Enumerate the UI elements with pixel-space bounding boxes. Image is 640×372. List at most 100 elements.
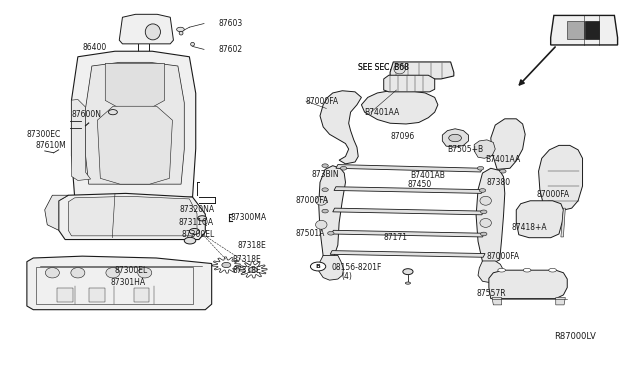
Text: 873BIN: 873BIN <box>312 170 339 179</box>
Polygon shape <box>72 51 196 199</box>
Polygon shape <box>550 15 618 45</box>
Text: 87418+A: 87418+A <box>511 223 547 232</box>
Circle shape <box>403 269 413 275</box>
Ellipse shape <box>45 267 60 278</box>
Polygon shape <box>319 166 346 258</box>
Polygon shape <box>332 230 484 237</box>
Ellipse shape <box>524 268 531 272</box>
Text: 87318E: 87318E <box>237 241 266 250</box>
Text: 87301HA: 87301HA <box>111 278 146 287</box>
Polygon shape <box>58 288 73 302</box>
Polygon shape <box>556 298 565 305</box>
Text: 87300EL: 87300EL <box>181 230 214 239</box>
Circle shape <box>322 164 328 167</box>
Text: 87450: 87450 <box>408 180 432 189</box>
Polygon shape <box>97 106 172 184</box>
Text: 87610M: 87610M <box>35 141 66 150</box>
Ellipse shape <box>480 218 492 227</box>
Circle shape <box>481 210 487 214</box>
Ellipse shape <box>191 42 195 46</box>
Polygon shape <box>539 145 582 211</box>
Circle shape <box>481 232 487 236</box>
Text: B7401AA: B7401AA <box>365 108 400 117</box>
Text: (4): (4) <box>341 272 352 281</box>
Polygon shape <box>27 256 212 310</box>
Polygon shape <box>239 262 267 278</box>
Ellipse shape <box>71 267 85 278</box>
Ellipse shape <box>548 268 556 272</box>
Text: B7401AA: B7401AA <box>486 155 521 164</box>
Text: 87300EC: 87300EC <box>27 130 61 139</box>
Polygon shape <box>474 140 495 158</box>
Polygon shape <box>86 62 184 184</box>
Circle shape <box>189 228 200 234</box>
Text: B7401AB: B7401AB <box>410 171 445 180</box>
Polygon shape <box>330 251 485 257</box>
Polygon shape <box>442 129 468 147</box>
Circle shape <box>248 267 257 272</box>
Text: 87000FA: 87000FA <box>487 252 520 262</box>
Ellipse shape <box>498 268 506 272</box>
Circle shape <box>477 166 484 170</box>
Text: 87300MA: 87300MA <box>231 213 267 222</box>
Polygon shape <box>489 270 567 299</box>
Text: 87320NA: 87320NA <box>180 205 215 215</box>
Text: 87380: 87380 <box>487 178 511 187</box>
Polygon shape <box>492 298 502 305</box>
Text: 87300EL: 87300EL <box>115 266 148 275</box>
Polygon shape <box>119 14 173 44</box>
Circle shape <box>222 262 231 267</box>
Text: 87000FA: 87000FA <box>306 97 339 106</box>
Polygon shape <box>384 75 435 92</box>
Text: 87000FA: 87000FA <box>537 190 570 199</box>
Text: R87000LV: R87000LV <box>554 332 596 341</box>
Text: 87096: 87096 <box>390 132 414 141</box>
Circle shape <box>198 216 207 221</box>
Text: SEE SEC. B68: SEE SEC. B68 <box>358 63 409 72</box>
Text: SEE SEC. B68: SEE SEC. B68 <box>358 63 409 72</box>
Text: 86400: 86400 <box>83 43 108 52</box>
Ellipse shape <box>106 267 120 278</box>
Polygon shape <box>320 91 362 164</box>
Text: 87600N: 87600N <box>72 109 102 119</box>
Circle shape <box>479 189 486 192</box>
Text: 87602: 87602 <box>218 45 242 54</box>
Text: 87318E: 87318E <box>232 255 261 264</box>
Polygon shape <box>561 208 565 237</box>
Polygon shape <box>59 193 205 240</box>
Text: B: B <box>316 264 321 269</box>
Ellipse shape <box>138 267 152 278</box>
Circle shape <box>108 110 117 115</box>
Ellipse shape <box>480 196 492 205</box>
Polygon shape <box>90 288 104 302</box>
Circle shape <box>184 237 196 244</box>
Polygon shape <box>586 21 599 39</box>
Text: 87501A: 87501A <box>296 229 325 238</box>
Polygon shape <box>72 99 91 180</box>
Polygon shape <box>45 195 68 230</box>
Polygon shape <box>516 201 563 238</box>
Polygon shape <box>568 21 584 39</box>
Text: 87000FA: 87000FA <box>296 196 329 205</box>
Circle shape <box>322 209 328 213</box>
Circle shape <box>500 169 506 173</box>
Ellipse shape <box>405 282 410 284</box>
Polygon shape <box>319 256 344 280</box>
Text: 08156-8201F: 08156-8201F <box>332 263 382 272</box>
Ellipse shape <box>316 220 327 229</box>
Circle shape <box>322 188 328 192</box>
Polygon shape <box>105 63 164 109</box>
Polygon shape <box>390 62 454 79</box>
Polygon shape <box>134 288 149 302</box>
Polygon shape <box>68 196 197 236</box>
Polygon shape <box>362 91 438 124</box>
Circle shape <box>449 134 461 142</box>
Circle shape <box>177 27 184 32</box>
Polygon shape <box>476 168 505 263</box>
Circle shape <box>310 262 326 271</box>
Polygon shape <box>336 164 483 172</box>
Polygon shape <box>333 208 484 215</box>
Ellipse shape <box>394 64 405 74</box>
Circle shape <box>328 231 334 235</box>
Polygon shape <box>491 119 525 169</box>
